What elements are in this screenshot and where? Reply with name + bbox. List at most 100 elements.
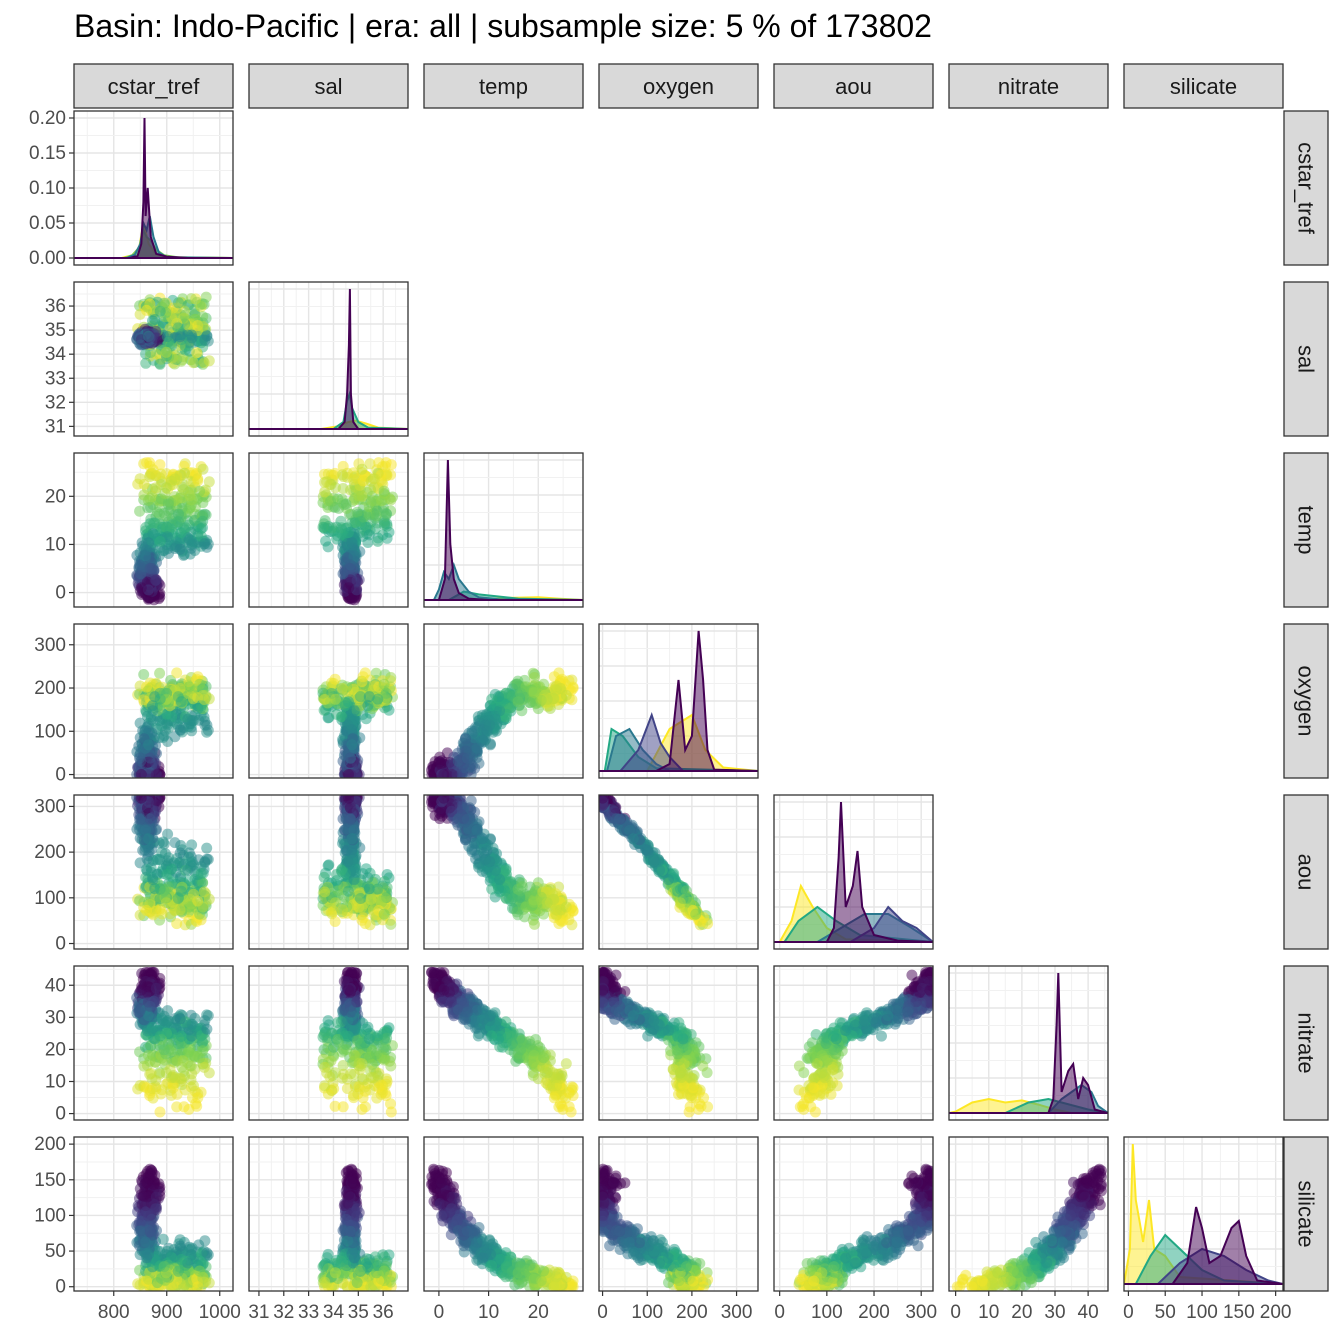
scatter-point	[332, 493, 344, 505]
scatter-point	[154, 459, 166, 471]
y-tick-label: 300	[34, 796, 66, 817]
scatter-point	[477, 833, 489, 845]
panel-marks	[131, 291, 215, 370]
scatter-point	[346, 537, 358, 549]
density-curve	[599, 630, 758, 772]
scatter-point	[329, 693, 341, 705]
scatter-point	[340, 498, 352, 510]
y-tick-label: 34	[45, 344, 67, 365]
scatter-point	[538, 908, 550, 920]
scatter-point	[469, 806, 481, 818]
scatter-point	[197, 321, 209, 333]
panel-border	[248, 623, 409, 779]
scatter-point	[344, 559, 356, 571]
panel-border	[73, 452, 234, 608]
scatter-point	[321, 476, 333, 488]
scatter-point	[147, 705, 159, 717]
chart-title: Basin: Indo-Pacific | era: all | subsamp…	[74, 8, 932, 44]
scatter-point	[169, 310, 181, 322]
scatter-point	[151, 854, 163, 866]
scatter-point	[363, 529, 375, 541]
scatter-point	[141, 304, 152, 316]
scatter-point	[385, 672, 397, 683]
panel-aou-sal	[248, 794, 409, 950]
scatter-point	[372, 883, 384, 895]
scatter-point	[342, 527, 354, 539]
scatter-point	[134, 473, 146, 485]
scatter-point	[141, 457, 152, 469]
scatter-point	[138, 669, 150, 680]
scatter-point	[199, 719, 211, 731]
scatter-point	[157, 545, 169, 557]
scatter-point	[329, 916, 341, 927]
scatter-point	[360, 713, 372, 725]
scatter-point	[186, 839, 198, 851]
scatter-point	[144, 332, 156, 344]
scatter-point	[342, 719, 354, 731]
scatter-point	[134, 559, 146, 571]
y-tick-label: 200	[34, 842, 66, 863]
y-tick-label: 300	[34, 635, 66, 656]
scatter-point	[147, 874, 159, 886]
scatter-point	[146, 467, 158, 479]
scatter-point	[461, 752, 473, 764]
scatter-point	[175, 885, 187, 897]
scatter-point	[197, 463, 209, 475]
scatter-point	[372, 693, 384, 705]
scatter-point	[370, 510, 382, 522]
scatter-point	[169, 904, 181, 916]
scatter-point	[346, 517, 358, 529]
scatter-point	[161, 522, 173, 534]
scatter-point	[342, 885, 354, 897]
scatter-point	[471, 824, 483, 836]
scatter-point	[438, 769, 450, 778]
scatter-point	[372, 535, 384, 547]
scatter-point	[335, 711, 347, 723]
panel-marks	[426, 795, 579, 931]
scatter-point	[319, 886, 331, 898]
scatter-point	[201, 842, 213, 854]
scatter-point	[469, 762, 481, 774]
panel-oxygen-oxygen	[598, 623, 759, 779]
scatter-point	[158, 885, 170, 897]
scatter-point	[329, 673, 341, 685]
panel-marks	[424, 459, 583, 601]
panel-marks	[317, 457, 398, 606]
scatter-point	[468, 838, 480, 849]
scatter-point	[172, 516, 184, 527]
scatter-point	[369, 473, 381, 485]
y-tick-label: 0.20	[29, 108, 66, 129]
scatter-point	[486, 693, 498, 705]
scatter-point	[379, 876, 390, 887]
y-tick-label: 31	[45, 416, 66, 437]
scatter-point	[199, 334, 211, 346]
scatter-point	[515, 885, 527, 897]
scatter-point	[135, 582, 147, 594]
scatter-point	[319, 694, 331, 705]
scatter-point	[351, 574, 363, 586]
scatter-point	[198, 357, 210, 369]
scatter-point	[135, 568, 147, 580]
scatter-point	[326, 522, 338, 534]
scatter-point	[346, 847, 357, 859]
scatter-point	[548, 671, 560, 683]
panel-temp-sal	[248, 452, 409, 608]
scatter-point	[154, 358, 166, 370]
y-tick-label: 0.10	[29, 178, 66, 199]
panel-border	[423, 794, 584, 950]
scatter-point	[144, 752, 156, 764]
scatter-point	[141, 905, 152, 916]
y-tick-label: 32	[45, 392, 66, 413]
scatter-point	[529, 918, 540, 930]
scatter-point	[171, 918, 183, 930]
scatter-point	[567, 681, 579, 693]
density-curve	[424, 459, 583, 601]
scatter-point	[459, 834, 471, 846]
scatter-point	[484, 719, 496, 731]
scatter-point	[538, 678, 550, 690]
scatter-point	[158, 507, 170, 519]
scatter-point	[494, 874, 506, 886]
panel-border	[423, 452, 584, 608]
